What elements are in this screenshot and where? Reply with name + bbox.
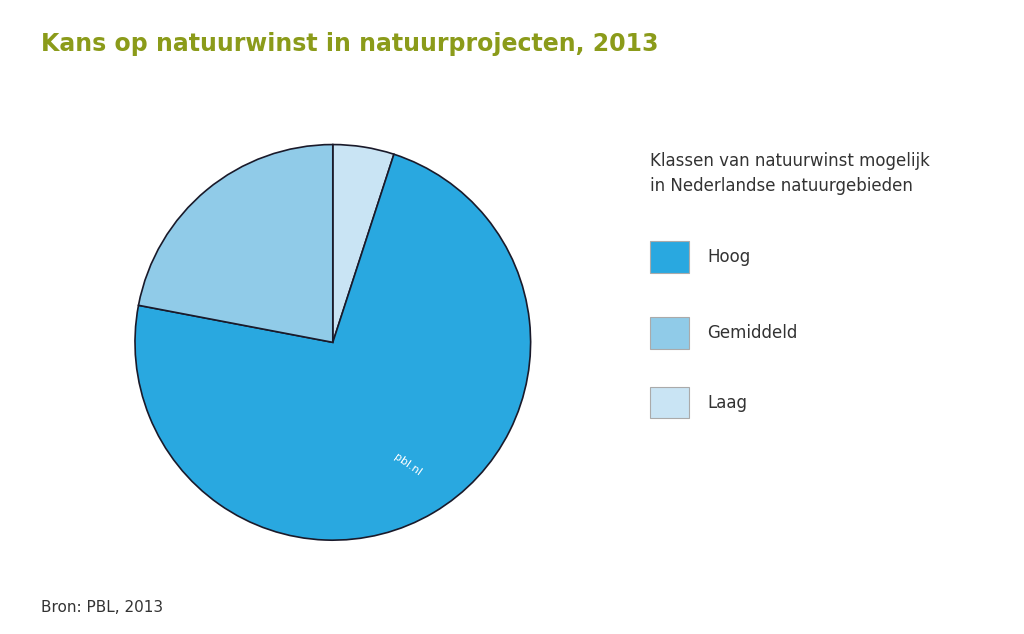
Text: pbl.nl: pbl.nl xyxy=(392,452,424,478)
Text: Laag: Laag xyxy=(708,394,748,411)
Text: Bron: PBL, 2013: Bron: PBL, 2013 xyxy=(41,600,163,615)
Text: Hoog: Hoog xyxy=(708,248,751,266)
Text: Klassen van natuurwinst mogelijk
in Nederlandse natuurgebieden: Klassen van natuurwinst mogelijk in Nede… xyxy=(650,152,930,195)
Wedge shape xyxy=(333,145,394,342)
Wedge shape xyxy=(135,154,530,540)
Text: Kans op natuurwinst in natuurprojecten, 2013: Kans op natuurwinst in natuurprojecten, … xyxy=(41,32,658,56)
Text: Gemiddeld: Gemiddeld xyxy=(708,324,798,342)
Wedge shape xyxy=(138,145,333,342)
